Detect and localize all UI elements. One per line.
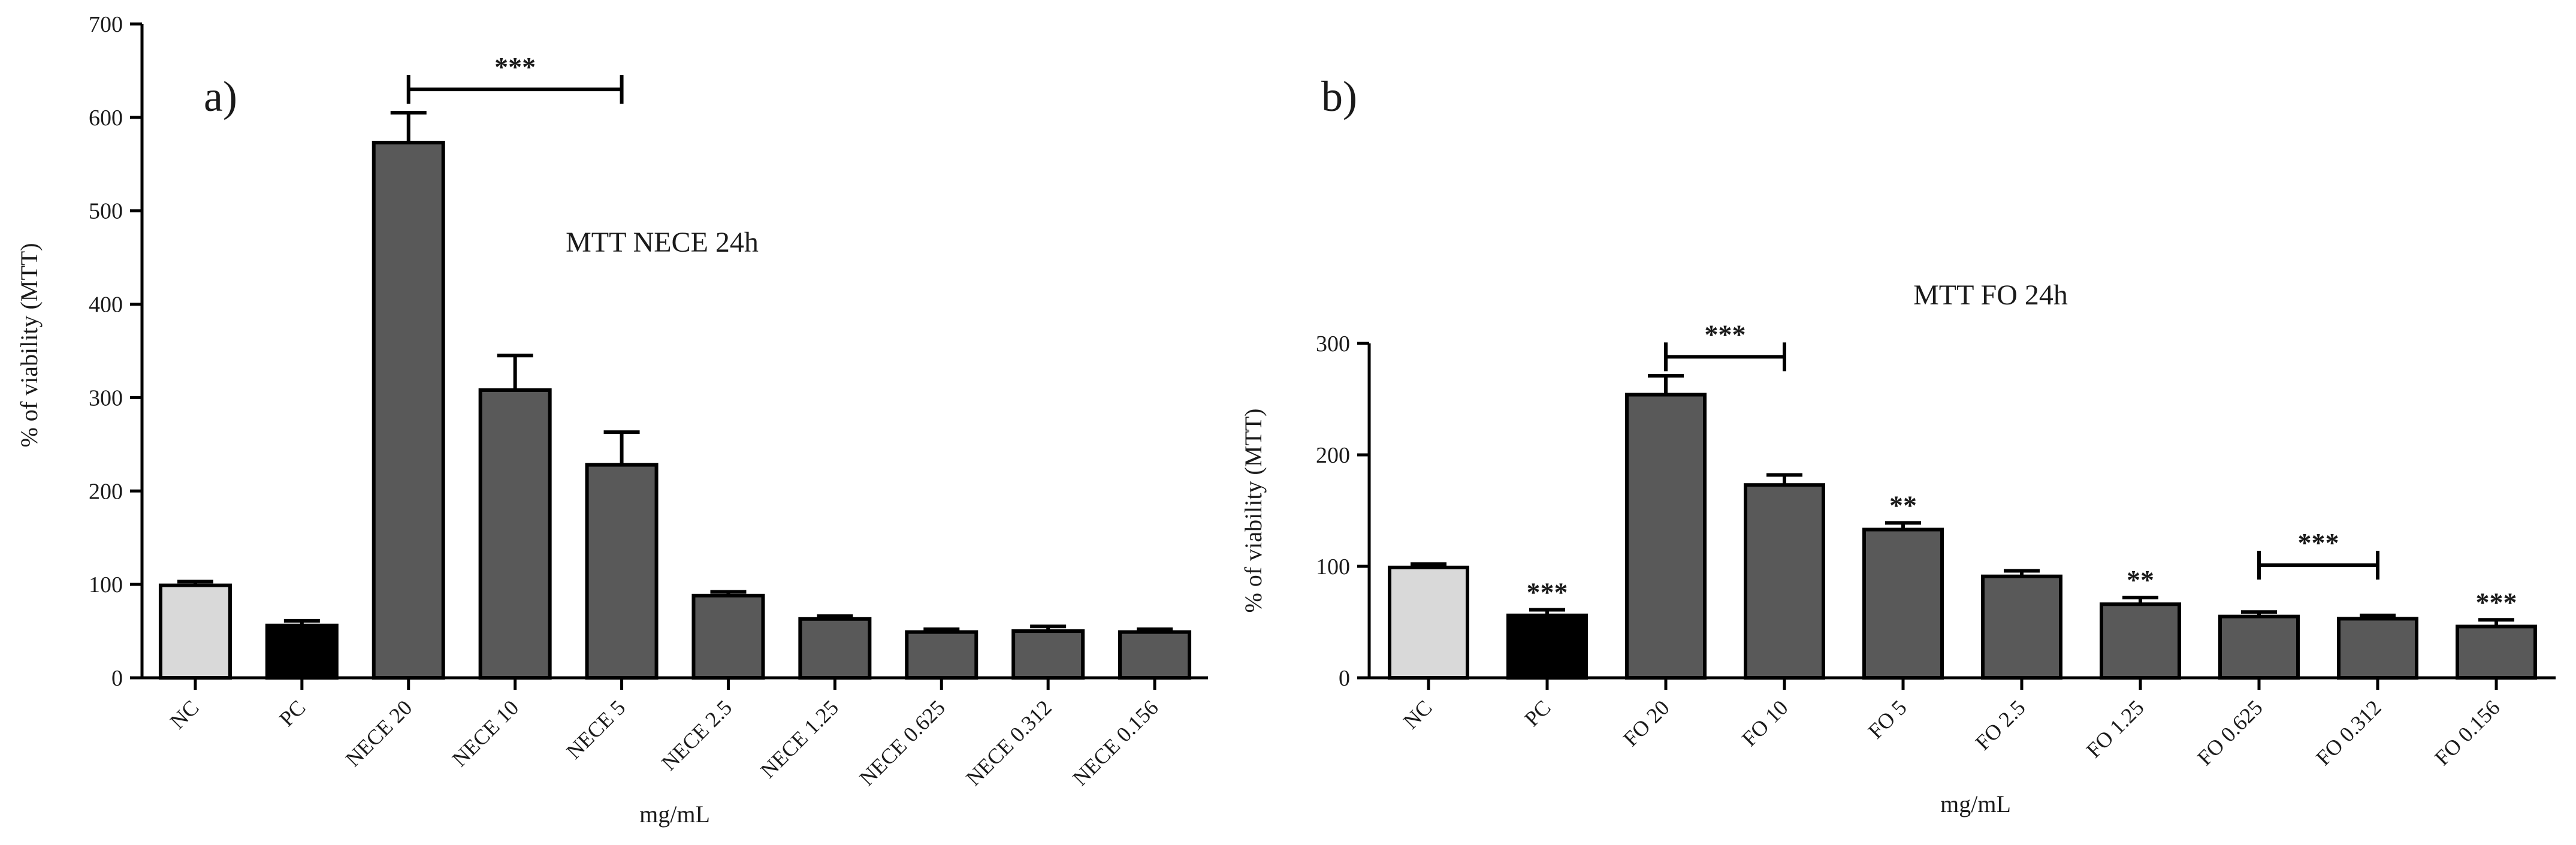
category-label: FO 2.5 xyxy=(1971,695,2030,755)
bar xyxy=(1011,629,1085,680)
y-tick-label: 600 xyxy=(89,105,123,131)
bar xyxy=(158,583,232,680)
bar xyxy=(1388,565,1469,680)
y-tick-label: 200 xyxy=(89,479,123,504)
significance-label: *** xyxy=(2476,587,2517,617)
panel-b: 0 100 200 300 NC PC FO 20 FO 10 FO 5 FO 2.5 FO 1.2… xyxy=(1240,73,2556,817)
category-label: NECE 5 xyxy=(561,695,630,763)
bar xyxy=(1862,527,1944,680)
significance-bracket xyxy=(2257,551,2379,580)
y-axis-title: % of viability (MTT) xyxy=(1240,408,1267,612)
y-axis-title: % of viability (MTT) xyxy=(16,243,43,447)
significance-label: *** xyxy=(494,52,536,82)
panel-a: 0 100 200 300 400 500 600 700 NC PC NECE 20 NECE 10… xyxy=(16,12,1208,828)
category-label: PC xyxy=(274,695,310,731)
bar xyxy=(2218,614,2300,680)
y-tick-label: 100 xyxy=(1316,554,1350,580)
significance-label: ** xyxy=(2127,565,2154,595)
bar xyxy=(1981,574,2062,680)
y-tick-label: 300 xyxy=(89,385,123,411)
bar xyxy=(372,140,445,680)
bar xyxy=(478,388,552,680)
y-tick-label: 700 xyxy=(89,12,123,37)
chart-title: MTT FO 24h xyxy=(1913,279,2068,311)
significance-label: ** xyxy=(1889,490,1917,520)
bar xyxy=(585,463,659,680)
category-label: NECE 0.625 xyxy=(855,695,950,790)
significance-bracket xyxy=(1664,342,1786,372)
significance-label: *** xyxy=(1527,577,1568,608)
bar xyxy=(905,630,979,680)
category-label: NC xyxy=(1399,695,1437,734)
category-label: NECE 0.156 xyxy=(1068,695,1162,790)
y-tick-label: 200 xyxy=(1316,443,1350,468)
bar xyxy=(1506,613,1588,680)
category-label: FO 1.25 xyxy=(2082,695,2149,762)
chart-title: MTT NECE 24h xyxy=(566,227,759,258)
significance-label: *** xyxy=(1705,319,1746,349)
bar xyxy=(798,617,872,680)
bar xyxy=(691,593,765,680)
y-tick-label: 0 xyxy=(1339,666,1350,691)
x-axis-title: mg/mL xyxy=(639,801,710,828)
category-label: NECE 20 xyxy=(341,695,417,771)
category-label: FO 0.625 xyxy=(2193,695,2267,769)
panel-letter: b) xyxy=(1321,73,1357,120)
bar xyxy=(2337,617,2418,680)
bar xyxy=(265,623,339,680)
category-label: NECE 2.5 xyxy=(657,695,736,775)
y-tick-label: 500 xyxy=(89,199,123,224)
y-tick-label: 0 xyxy=(111,666,123,691)
category-label: FO 0.156 xyxy=(2430,695,2504,769)
category-label: FO 5 xyxy=(1864,695,1911,743)
category-label: PC xyxy=(1520,695,1555,731)
category-label: NC xyxy=(165,695,204,734)
category-label: FO 10 xyxy=(1737,695,1793,751)
y-tick-label: 300 xyxy=(1316,331,1350,357)
bar xyxy=(1118,630,1192,680)
category-label: FO 20 xyxy=(1618,695,1674,751)
bar xyxy=(1744,483,1825,680)
bar xyxy=(2456,624,2537,680)
significance-bracket xyxy=(406,75,624,104)
category-label: FO 0.312 xyxy=(2311,695,2385,769)
y-tick-label: 400 xyxy=(89,292,123,318)
bar xyxy=(1625,393,1707,680)
y-tick-label: 100 xyxy=(89,572,123,597)
bar xyxy=(2100,602,2181,680)
panel-letter: a) xyxy=(204,73,237,120)
category-label: NECE 1.25 xyxy=(756,695,843,783)
significance-label: *** xyxy=(2298,527,2339,558)
category-label: NECE 10 xyxy=(448,695,524,771)
category-label: NECE 0.312 xyxy=(961,695,1056,790)
x-axis-title: mg/mL xyxy=(1940,790,2011,817)
